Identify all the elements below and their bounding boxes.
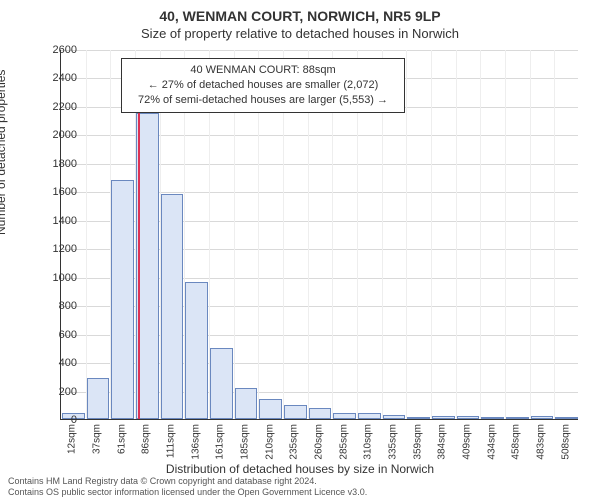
y-tick-label: 800 [41,300,77,312]
property-marker-line [138,75,140,419]
y-tick-label: 600 [41,329,77,341]
x-tick-label: 335sqm [388,424,399,460]
histogram-bar [555,417,578,419]
page-subtitle: Size of property relative to detached ho… [0,26,600,41]
histogram-bar [531,416,554,419]
histogram-bar [284,405,307,419]
x-tick-label: 12sqm [67,424,78,454]
x-tick-label: 285sqm [338,424,349,460]
footer-line-2: Contains OS public sector information li… [8,487,367,498]
x-tick-label: 458sqm [511,424,522,460]
x-tick-label: 86sqm [141,424,152,454]
x-tick-label: 210sqm [264,424,275,460]
y-tick-label: 400 [41,357,77,369]
y-tick-label: 2200 [41,101,77,113]
x-tick-label: 483sqm [536,424,547,460]
annotation-box: 40 WENMAN COURT: 88sqm← 27% of detached … [121,58,405,113]
histogram-bar [185,282,208,419]
annotation-line-1: 40 WENMAN COURT: 88sqm [128,63,398,78]
x-tick-label: 260sqm [314,424,325,460]
footer-attribution: Contains HM Land Registry data © Crown c… [8,476,367,499]
histogram-bar [432,416,455,419]
y-tick-label: 2400 [41,72,77,84]
histogram-bar [457,416,480,419]
histogram-bar [161,194,184,419]
gridline-v [554,50,555,419]
annotation-line-2: ← 27% of detached houses are smaller (2,… [128,78,398,93]
histogram-bar [333,413,356,419]
histogram-bar [309,408,332,419]
footer-line-1: Contains HM Land Registry data © Crown c… [8,476,367,487]
histogram-bar [506,417,529,419]
histogram-bar [358,413,381,419]
y-axis-label: Number of detached properties [0,70,8,235]
gridline-h [61,50,578,51]
histogram-bar [111,180,134,419]
x-tick-label: 359sqm [412,424,423,460]
gridline-v [456,50,457,419]
y-tick-label: 1400 [41,215,77,227]
histogram-bar [235,388,258,419]
histogram-bar [87,378,110,419]
y-tick-label: 1000 [41,272,77,284]
histogram-bar [259,399,282,419]
histogram-bar [481,417,504,419]
gridline-v [86,50,87,419]
histogram-bar [210,348,233,419]
gridline-v [406,50,407,419]
chart-plot-area: 40 WENMAN COURT: 88sqm← 27% of detached … [60,50,578,420]
x-tick-label: 235sqm [289,424,300,460]
annotation-line-3: 72% of semi-detached houses are larger (… [128,93,398,108]
y-tick-label: 200 [41,386,77,398]
y-tick-label: 2000 [41,129,77,141]
x-tick-label: 111sqm [166,424,177,458]
gridline-v [480,50,481,419]
y-tick-label: 1200 [41,243,77,255]
histogram-bar [407,417,430,419]
gridline-v [505,50,506,419]
y-tick-label: 2600 [41,44,77,56]
x-tick-label: 508sqm [560,424,571,460]
x-axis-label: Distribution of detached houses by size … [0,462,600,476]
y-tick-label: 1600 [41,186,77,198]
x-tick-label: 61sqm [116,424,127,454]
x-tick-label: 37sqm [92,424,103,454]
x-tick-label: 185sqm [240,424,251,460]
x-tick-label: 310sqm [363,424,374,460]
x-tick-label: 161sqm [215,424,226,460]
x-tick-label: 384sqm [437,424,448,460]
x-tick-label: 434sqm [486,424,497,460]
x-tick-label: 409sqm [462,424,473,460]
page-title: 40, WENMAN COURT, NORWICH, NR5 9LP [0,8,600,24]
gridline-v [431,50,432,419]
gridline-v [530,50,531,419]
histogram-bar [383,415,406,419]
y-tick-label: 1800 [41,158,77,170]
x-tick-label: 136sqm [190,424,201,460]
